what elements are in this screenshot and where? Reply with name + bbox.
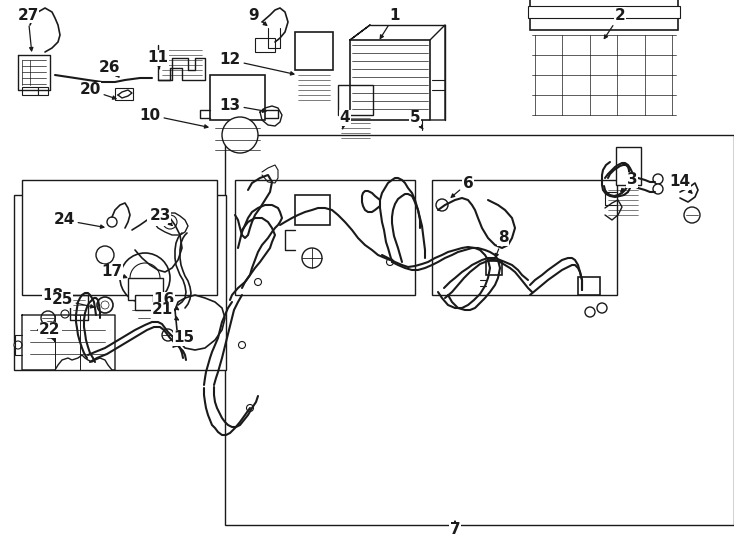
Bar (115, 88, 133, 100)
Circle shape (387, 259, 393, 266)
Bar (210, 75, 265, 120)
Circle shape (61, 310, 69, 318)
Text: 2: 2 (604, 8, 625, 38)
Text: 15: 15 (173, 330, 195, 347)
Circle shape (130, 263, 160, 293)
Text: 6: 6 (451, 176, 473, 197)
Bar (22, 180, 217, 295)
Text: 4: 4 (340, 111, 350, 129)
Circle shape (14, 341, 22, 349)
Bar (486, 261, 502, 275)
Text: 14: 14 (669, 174, 692, 193)
Circle shape (96, 246, 114, 264)
Text: 3: 3 (621, 172, 637, 192)
Text: 25: 25 (51, 293, 94, 308)
Bar (38, 87, 48, 95)
Text: 20: 20 (79, 83, 116, 99)
Bar (578, 277, 600, 295)
Circle shape (101, 301, 109, 309)
Text: 13: 13 (219, 98, 266, 112)
Circle shape (163, 215, 177, 229)
Bar (295, 32, 333, 70)
Bar (530, 0, 678, 30)
Text: 23: 23 (149, 207, 172, 225)
Circle shape (653, 174, 663, 184)
Text: 24: 24 (54, 213, 104, 228)
Text: 8: 8 (495, 231, 509, 257)
Text: 11: 11 (148, 51, 169, 69)
Bar (528, 6, 680, 18)
Circle shape (162, 329, 174, 341)
Bar (616, 147, 641, 185)
Circle shape (597, 303, 607, 313)
Circle shape (41, 311, 55, 325)
Text: 21: 21 (151, 302, 178, 320)
Text: 1: 1 (380, 8, 400, 38)
Bar (255, 38, 275, 52)
Text: 17: 17 (101, 265, 127, 280)
Circle shape (222, 117, 258, 153)
Circle shape (61, 298, 69, 306)
Bar (135, 295, 153, 310)
Bar (338, 85, 373, 115)
Circle shape (585, 307, 595, 317)
Circle shape (247, 404, 253, 411)
Text: 19: 19 (148, 211, 172, 226)
Circle shape (653, 184, 663, 194)
Bar (295, 195, 330, 225)
Circle shape (684, 207, 700, 223)
Bar (22, 87, 38, 95)
Circle shape (255, 279, 261, 286)
Text: 12: 12 (219, 52, 294, 75)
Bar (225, 135, 734, 525)
Circle shape (107, 217, 117, 227)
Bar (235, 180, 415, 295)
Text: 22: 22 (39, 322, 61, 341)
Bar (14, 195, 226, 370)
Circle shape (97, 297, 113, 313)
Circle shape (302, 248, 322, 268)
Text: 9: 9 (249, 8, 266, 25)
Text: 5: 5 (410, 111, 423, 129)
Circle shape (436, 199, 448, 211)
Bar (432, 180, 617, 295)
Text: 18: 18 (43, 287, 67, 306)
Text: 27: 27 (18, 8, 39, 51)
Circle shape (239, 341, 245, 348)
Text: 26: 26 (99, 60, 121, 77)
Circle shape (120, 253, 170, 303)
Text: 16: 16 (153, 293, 178, 310)
Text: 10: 10 (139, 107, 208, 128)
Text: 7: 7 (450, 521, 460, 537)
Bar (128, 278, 163, 300)
